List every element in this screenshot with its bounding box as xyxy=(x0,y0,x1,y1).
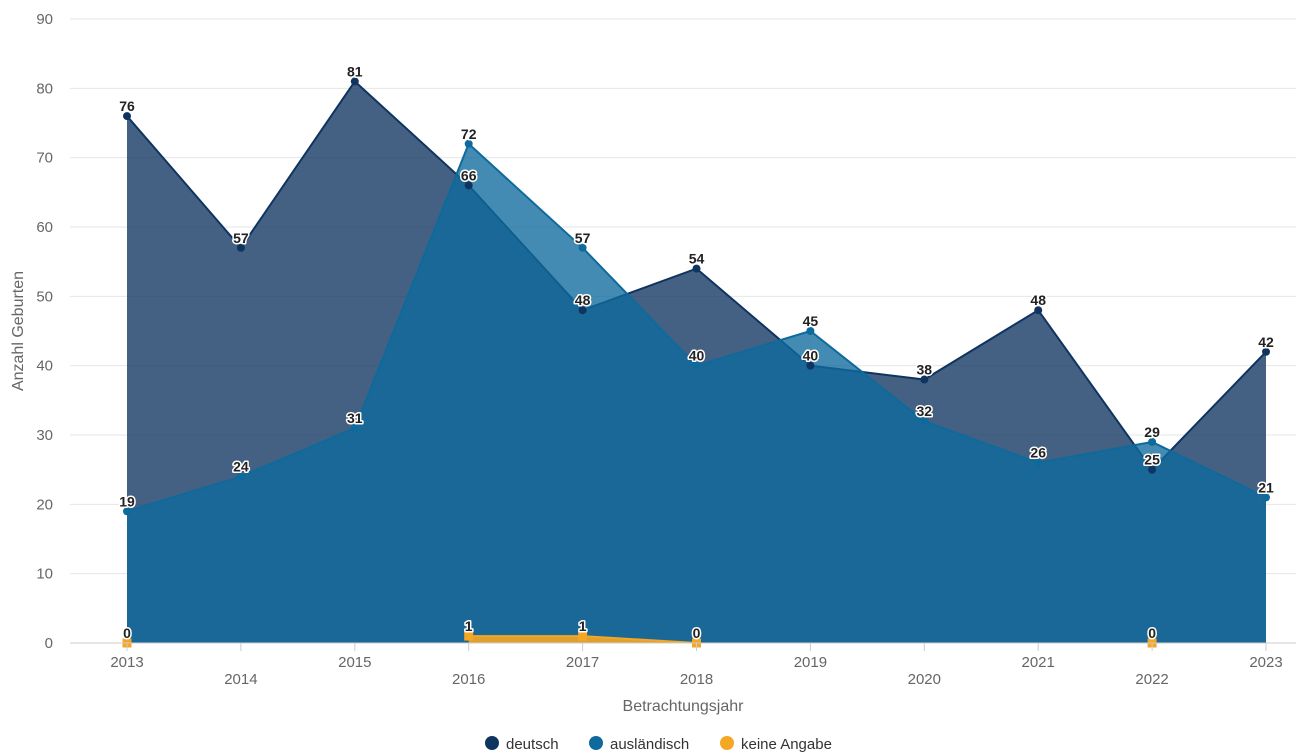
data-label: 81 xyxy=(347,63,363,79)
data-label: 45 xyxy=(803,313,819,329)
data-label: 32 xyxy=(917,403,933,419)
data-point xyxy=(350,424,359,433)
data-point xyxy=(1034,306,1043,315)
legend-item-keine Angabe: keine Angabe xyxy=(720,736,832,753)
data-point xyxy=(806,327,815,335)
data-point xyxy=(1148,465,1157,474)
data-point xyxy=(806,361,815,370)
y-tick-label: 30 xyxy=(36,427,53,444)
data-label: 38 xyxy=(917,362,933,378)
data-markers xyxy=(122,77,1270,648)
data-point xyxy=(1262,347,1270,356)
x-axis-title: Betrachtungsjahr xyxy=(623,698,745,715)
data-point xyxy=(123,112,131,121)
data-point xyxy=(464,181,473,190)
data-label: 48 xyxy=(575,292,591,308)
legend-marker xyxy=(720,736,734,750)
data-label: 42 xyxy=(1258,334,1274,350)
data-label: 66 xyxy=(461,167,477,183)
x-tick-label: 2022 xyxy=(1135,671,1168,688)
legend-marker xyxy=(485,736,499,750)
y-tick-label: 0 xyxy=(45,635,53,652)
y-tick-label: 90 xyxy=(36,11,53,28)
x-tick-label: 2014 xyxy=(224,671,257,688)
x-tick-label: 2021 xyxy=(1022,654,1055,671)
legend-label: ausländisch xyxy=(610,736,689,753)
legend-item-ausländisch: ausländisch xyxy=(589,736,689,753)
y-tick-label: 50 xyxy=(36,288,53,305)
data-label: 76 xyxy=(119,98,135,114)
data-label: 40 xyxy=(689,348,705,364)
data-point xyxy=(578,631,588,641)
y-axis: 0 10 20 30 40 50 60 70 80 90 xyxy=(36,11,53,652)
data-point xyxy=(1034,458,1043,467)
data-point xyxy=(692,264,701,273)
legend-label: deutsch xyxy=(506,736,559,753)
data-label: 48 xyxy=(1030,292,1046,308)
y-tick-label: 40 xyxy=(36,358,53,375)
x-tick-label: 2023 xyxy=(1249,654,1282,671)
data-point xyxy=(464,139,473,148)
data-label: 57 xyxy=(575,230,591,246)
data-label: 57 xyxy=(233,230,249,246)
y-tick-label: 70 xyxy=(36,150,53,167)
y-tick-label: 60 xyxy=(36,219,53,236)
x-tick-label: 2013 xyxy=(110,654,143,671)
data-point xyxy=(578,243,587,252)
x-axis: 2013 2014 2015 2016 2017 2018 2019 2020 2021 2022… xyxy=(70,642,1296,688)
data-label: 1 xyxy=(465,618,473,634)
legend-marker xyxy=(589,736,603,750)
legend-item-deutsch: deutsch xyxy=(485,736,559,753)
data-label: 26 xyxy=(1030,445,1046,461)
data-point xyxy=(236,472,245,481)
data-point xyxy=(920,375,929,384)
x-tick-label: 2020 xyxy=(908,671,941,688)
data-label: 24 xyxy=(233,459,249,475)
x-tick-label: 2017 xyxy=(566,654,599,671)
data-point xyxy=(1262,493,1270,502)
data-label: 0 xyxy=(693,625,701,641)
legend: deutsch ausländisch keine Angabe xyxy=(485,736,832,753)
y-tick-label: 10 xyxy=(36,566,53,583)
data-point xyxy=(920,417,929,426)
data-label: 1 xyxy=(579,618,587,634)
data-point xyxy=(350,77,359,86)
data-label: 19 xyxy=(119,493,135,509)
y-tick-label: 20 xyxy=(36,496,53,513)
data-point xyxy=(236,243,245,252)
data-label: 29 xyxy=(1144,424,1160,440)
data-labels: 76 57 81 66 48 54 40 38 48 25 42 19 24 31 72 57 40 45 32 26… xyxy=(118,62,1276,643)
data-point xyxy=(578,306,587,315)
legend-label: keine Angabe xyxy=(741,736,832,753)
y-axis-title: Anzahl Geburten xyxy=(10,271,27,391)
x-tick-label: 2015 xyxy=(338,654,371,671)
area-ausländisch xyxy=(127,143,1266,644)
data-label: 54 xyxy=(689,251,705,267)
data-label: 0 xyxy=(1148,625,1156,641)
data-label: 0 xyxy=(123,625,131,641)
data-label: 21 xyxy=(1258,479,1274,495)
data-point xyxy=(1148,437,1157,446)
data-label: 25 xyxy=(1144,452,1160,468)
x-tick-label: 2018 xyxy=(680,671,713,688)
data-point xyxy=(123,507,131,516)
x-tick-label: 2016 xyxy=(452,671,485,688)
y-tick-label: 80 xyxy=(36,80,53,97)
x-tick-label: 2019 xyxy=(794,654,827,671)
data-label: 31 xyxy=(347,410,363,426)
data-point xyxy=(692,361,701,370)
data-label: 72 xyxy=(461,126,477,142)
data-point xyxy=(464,631,474,641)
data-label: 40 xyxy=(803,348,819,364)
